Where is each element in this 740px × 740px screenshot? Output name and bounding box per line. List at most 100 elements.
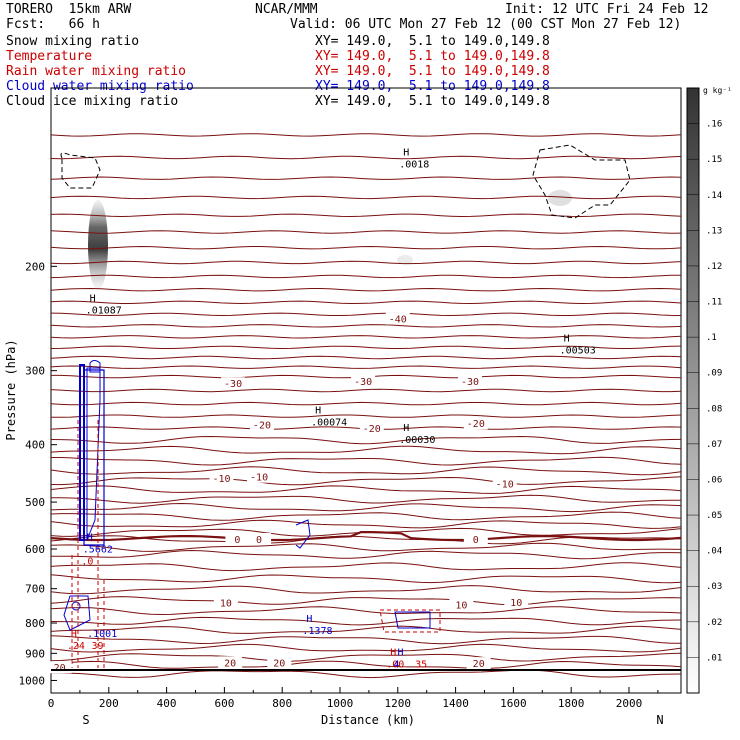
temperature-label-background [351,374,376,387]
extremum-value: .00030 [399,435,435,446]
colorbar-level-label: .09 [706,369,722,379]
temperature-contour-line [50,133,682,137]
temperature-contour-line [50,596,682,606]
temperature-label: 20 [54,663,66,674]
temperature-label-background [458,374,483,387]
temperature-label: -20 [253,421,271,432]
y-tick-label: 900 [25,647,45,660]
extremum-value: 35 [415,660,427,671]
temperature-label-background [463,532,488,545]
extremum-letter: H [90,294,96,305]
colorbar-unit: g kg⁻¹ [703,86,732,95]
temperature-contour-line [50,445,682,455]
x-tick-label: 800 [272,697,292,710]
temperature-label: -30 [461,377,479,388]
y-tick-label: 700 [25,583,45,596]
temperature-label-background [247,470,272,483]
temperature-label: 10 [220,598,232,609]
colorbar-level-label: .04 [706,547,722,557]
temperature-label: 0 [234,535,240,546]
x-tick-label: 600 [214,697,234,710]
temperature-contour-line [50,511,682,521]
colorbar-level-label: .03 [706,582,722,592]
temperature-contours [50,133,682,679]
temperature-contour-line [50,312,682,317]
rain-contour [71,555,105,668]
temperature-contour-line [50,652,682,662]
temperature-contour-line [50,660,682,669]
endpoint-left-label: S [82,713,89,727]
temperature-contour-line [50,401,682,406]
endpoint-right-label: N [656,713,663,727]
colorbar-level-label: .11 [706,298,722,308]
temperature-contour-line [50,388,682,393]
forecast-hour: Fcst: 66 h [6,17,100,32]
x-tick-label: 1000 [327,697,354,710]
model-title: TORERO 15km ARW [6,2,132,17]
extremum-value: .00074 [311,418,347,429]
extremum-value: .00 [386,660,404,671]
temperature-label-background [249,418,274,431]
snow-shading-core [88,200,108,290]
temperature-label-background [209,471,234,484]
temperature-label-background [267,656,292,669]
extremum-value: 39 [91,641,103,652]
mixing-ratio-contours [60,144,631,668]
field-name-snow: Snow mixing ratio [6,34,140,49]
field-xy-cloud-ice: XY= 149.0, 5.1 to 149.0,149.8 [315,94,550,109]
temperature-contour-line [50,195,682,200]
colorbar-level-label: .12 [706,262,722,272]
temperature-label-background [218,656,243,669]
cloud-water-contour [89,360,101,373]
extremum-value: .1001 [87,629,117,640]
temperature-contour-line [50,606,682,616]
temperature-label: -10 [212,474,230,485]
extremum-value: .5662 [83,545,113,556]
init-time: Init: 12 UTC Fri 24 Feb 12 [505,2,709,17]
colorbar-level-label: .1 [706,333,717,343]
temperature-contour-line [50,176,682,180]
colorbar [686,87,700,694]
cloud-water-contour [63,595,91,631]
temperature-contour-line [50,335,682,339]
temperature-contour-line [51,456,682,466]
temperature-label-background [359,422,384,435]
extremum-letter: H [403,147,409,158]
temperature-contour-line [50,230,682,234]
field-name-temperature: Temperature [6,49,93,64]
temperature-label: 20 [273,658,285,669]
temperature-contour-line [50,213,682,218]
temperature-contour-line [50,287,682,292]
colorbar-level-label: .08 [706,404,722,414]
temperature-label-background [385,312,410,325]
temperature-contour-line [50,585,682,595]
temperature-contour-line [50,519,682,529]
extremum-letter: H [403,423,409,434]
extremum-value: .24 [67,641,85,652]
temperature-contour-line [50,616,682,626]
temperature-contour-line [50,435,682,445]
y-tick-label: 300 [25,365,45,378]
field-xy-rain: XY= 149.0, 5.1 to 149.0,149.8 [315,64,550,79]
org-label: NCAR/MMM [255,2,318,17]
temperature-label: 0 [256,535,262,546]
snow-shading-mid [397,255,413,265]
cloud-water-contour [86,367,101,541]
colorbar-level-label: .15 [706,155,722,165]
temperature-label-background [449,598,474,611]
extremum-value: .00503 [560,345,596,356]
y-tick-label: 400 [25,439,45,452]
extremum-value: .1378 [302,626,332,637]
x-tick-label: 2000 [616,697,643,710]
cloud-water-contour [71,601,81,611]
field-xy-snow: XY= 149.0, 5.1 to 149.0,149.8 [315,34,550,49]
temperature-contour-line [50,574,682,584]
temperature-label-background [463,417,488,430]
y-tick-label: 800 [25,617,45,630]
temperature-contour-line [50,485,682,494]
field-name-rain: Rain water mixing ratio [6,64,187,79]
temperature-contour-line [50,669,682,679]
cloud-water-contour [83,369,105,546]
